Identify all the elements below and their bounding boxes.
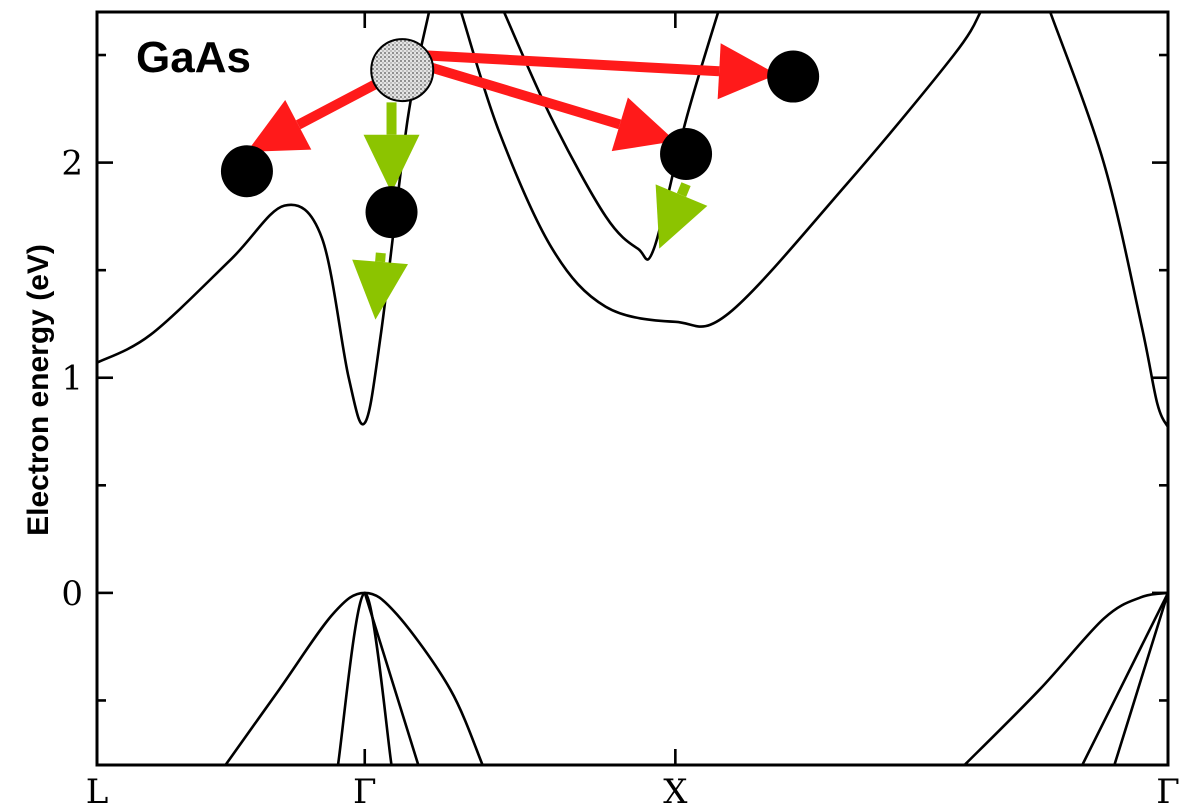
band-curve-8 xyxy=(963,591,1168,765)
electron-final xyxy=(767,50,820,103)
axis-ticks: 0 1 2 L Γ X Γ xyxy=(61,12,1180,809)
electron-final xyxy=(660,127,713,180)
arrow-shaft xyxy=(375,252,386,263)
arrow-head xyxy=(655,184,708,249)
band-curve-5 xyxy=(224,591,484,765)
scattering-arrow xyxy=(416,58,676,152)
y-tick-label: 0 xyxy=(61,574,83,614)
band-curves xyxy=(97,12,1168,765)
scattering-arrow xyxy=(352,252,409,320)
band-curve-1 xyxy=(97,12,431,426)
electron-final xyxy=(365,186,418,239)
band-curve-7 xyxy=(363,592,420,765)
x-tick-label: L xyxy=(86,772,109,809)
band-curve-9 xyxy=(1081,592,1168,765)
arrow-shaft xyxy=(416,58,622,130)
scattering-arrow xyxy=(655,182,708,249)
material-label: GaAs xyxy=(136,33,251,82)
y-tick-label: 2 xyxy=(61,144,83,184)
x-tick-label: Γ xyxy=(353,772,377,809)
arrow-head xyxy=(246,100,312,152)
arrow-head xyxy=(363,134,420,193)
electron-final xyxy=(220,145,273,198)
band-curve-3 xyxy=(459,12,982,328)
plot-frame xyxy=(95,10,1170,767)
scattering-arrow xyxy=(418,43,778,100)
y-tick-label: 1 xyxy=(61,359,83,399)
y-axis-label: Electron energy (eV) xyxy=(22,244,55,536)
arrow-head xyxy=(717,43,778,100)
band-curve-4 xyxy=(1048,12,1168,428)
x-tick-label: Γ xyxy=(1156,772,1180,809)
band-curve-6 xyxy=(336,591,393,765)
scattering-arrow xyxy=(363,102,420,193)
x-tick-label: X xyxy=(663,772,688,809)
arrow-head xyxy=(352,259,409,320)
band-curve-2 xyxy=(502,12,720,261)
arrow-head xyxy=(611,97,676,152)
arrow-shaft xyxy=(418,50,720,77)
band-curve-10 xyxy=(1113,592,1168,765)
scattering-arrows xyxy=(246,43,778,320)
electron-initial xyxy=(370,38,435,103)
arrow-shaft xyxy=(676,182,691,197)
carriers xyxy=(220,38,820,239)
